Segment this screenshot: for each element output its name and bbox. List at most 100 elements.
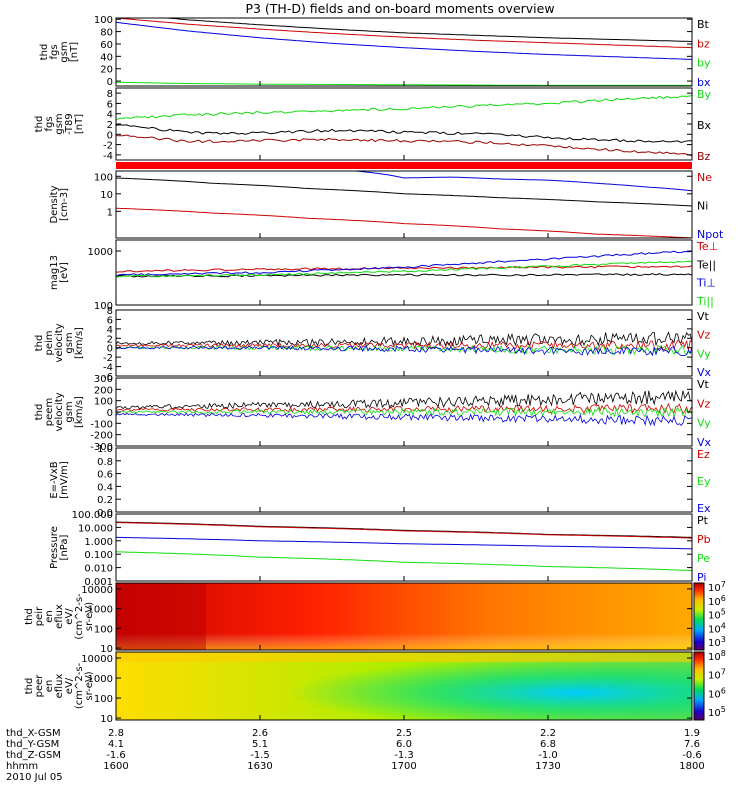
ephemeris-value: 1730	[535, 761, 560, 772]
panel-frame	[115, 447, 693, 513]
y-tick-label: 100	[94, 397, 113, 408]
y-tick-label: 6	[107, 315, 113, 326]
y-axis-label: thd	[34, 116, 45, 133]
y-tick-label: 6	[107, 99, 113, 110]
y-axis-label: [nT]	[74, 114, 85, 134]
y-axis-label: en	[44, 680, 55, 693]
series-Npot-line	[355, 170, 693, 192]
colorbar-tick-label: 104	[708, 621, 726, 635]
panel-3: 100 10 1 Density [cm-3] Ne Ni Npot	[49, 170, 724, 241]
colorbar-tick-label: 107	[708, 580, 726, 594]
ephemeris-value: 1600	[103, 761, 128, 772]
legend-entry-Pb: Pb	[697, 533, 711, 546]
y-axis-label: [eV]	[59, 262, 70, 283]
y-tick-label: 1000	[88, 605, 113, 616]
y-tick-label: -2	[103, 141, 113, 152]
y-axis-label: [nPa]	[59, 534, 70, 560]
y-axis-label: en	[44, 610, 55, 623]
legend-entry-Pt: Pt	[697, 514, 709, 527]
spectrogram-top-band	[116, 652, 692, 662]
y-axis-label: [km/s]	[74, 396, 85, 428]
legend-entry-Ey: Ey	[697, 475, 711, 488]
colorbar	[693, 582, 705, 651]
legend-entry-Vt: Vt	[697, 378, 710, 391]
legend-entry-Vx: Vx	[697, 366, 712, 379]
ephemeris-value: 1.9	[684, 728, 700, 739]
colorbar-tick-label: 105	[708, 705, 726, 719]
legend-entry-Ex: Ex	[697, 502, 711, 515]
colorbar	[693, 651, 705, 721]
colorbar-tick-label: 106	[708, 686, 726, 700]
y-tick-label: 2	[107, 120, 113, 131]
figure-title: P3 (TH-D) fields and on-board moments ov…	[245, 1, 554, 16]
y-axis-label: gsm	[64, 332, 75, 353]
y-tick-label: 0	[107, 77, 113, 88]
series-bz-line	[115, 17, 693, 49]
ephemeris-value: 7.6	[684, 739, 700, 750]
y-tick-label: 2	[107, 334, 113, 345]
panel-10: 108 107 106 105 10000 1000 100 10 thd peer en eflux…	[24, 649, 726, 725]
y-tick-label: 10	[100, 714, 113, 725]
y-axis-label: peir	[34, 606, 45, 626]
y-tick-label: 0	[107, 130, 113, 141]
y-tick-label: 1.000	[84, 537, 113, 548]
y-axis-label: sr-eV)	[84, 671, 95, 700]
ephemeris-value: 5.1	[252, 739, 268, 750]
ephemeris-value: 6.0	[396, 739, 412, 750]
legend-entry-bz: bz	[697, 37, 710, 50]
series-Te⊥-line	[115, 265, 693, 273]
panel-8: 100.000 10.000 1.000 0.100 0.010 0.001 Pressur…	[49, 510, 711, 588]
series-Ni-line	[115, 177, 693, 207]
series-Bx-line	[115, 124, 692, 144]
y-axis-label: mag13	[49, 255, 60, 290]
series-Vt-line	[115, 389, 693, 410]
ephemeris-row-label: thd_Y-GSM	[6, 739, 59, 750]
y-tick-label: 200	[94, 385, 113, 396]
legend-entry-Pi: Pi	[697, 571, 706, 584]
y-tick-label: 100	[94, 301, 113, 312]
y-tick-label: -6	[103, 372, 113, 383]
y-tick-label: 100.000	[72, 510, 113, 521]
y-axis-label: thd	[34, 404, 45, 421]
legend-entry-Ti⊥: Ti⊥	[696, 277, 716, 290]
y-tick-label: -4	[103, 363, 113, 374]
series-Vt-line	[115, 331, 693, 347]
series-Pe-line	[115, 551, 693, 572]
y-tick-label: 4	[107, 110, 113, 121]
ephemeris-value: 6.8	[540, 739, 556, 750]
y-tick-label: 80	[100, 28, 113, 39]
y-axis-label: eflux	[54, 604, 65, 629]
colorbar-tick-label: 105	[708, 608, 726, 622]
y-axis-label: fgs	[44, 116, 55, 131]
y-axis-label: peem	[44, 398, 55, 426]
y-tick-label: 10	[100, 190, 113, 201]
y-tick-label: 1000	[88, 247, 113, 258]
series-Ti||-line	[115, 260, 693, 278]
colorbar-tick-label: 107	[708, 668, 726, 682]
y-axis-label: [km/s]	[74, 327, 85, 359]
y-axis-label: [cm-3]	[59, 188, 70, 221]
y-tick-label: 10.000	[78, 523, 113, 534]
y-tick-label: 1000	[88, 674, 113, 685]
legend-entry-Vy: Vy	[697, 347, 711, 360]
spectrogram-cold-region	[116, 652, 692, 720]
y-axis-label: eflux	[54, 674, 65, 699]
y-tick-label: -100	[90, 419, 113, 430]
y-axis-label: Density	[49, 185, 60, 223]
y-axis-label: -T89	[64, 113, 75, 135]
legend-entry-Vz: Vz	[697, 397, 711, 410]
y-tick-label: 0.001	[84, 577, 113, 588]
ephemeris-value: -0.6	[682, 750, 702, 761]
series-Vz-line	[115, 402, 693, 415]
y-axis-label: peer	[34, 674, 45, 698]
panel-7: 1.0 0.8 0.60.4 0.2 0.0 E=-VxB [mV/m] Ez Ey Ex	[49, 444, 711, 519]
ephemeris-value: -1.0	[538, 750, 558, 761]
y-axis-label: fgs	[49, 44, 60, 59]
series-Vx-line	[115, 412, 693, 427]
y-axis-label: gsm	[59, 41, 70, 62]
